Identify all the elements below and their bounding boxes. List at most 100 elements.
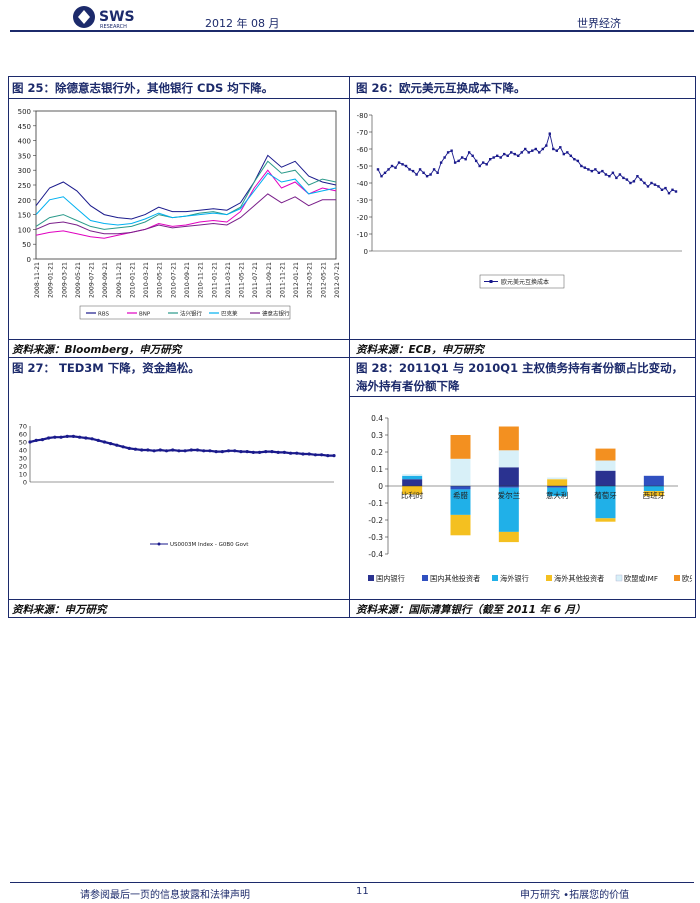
page-number: 11 [356, 886, 369, 897]
fig26-point [618, 173, 622, 176]
fig27-point [183, 449, 187, 453]
fig28-legend-label: 国内银行 [376, 574, 405, 583]
fig25-xtick-label: 2011-07-21 [252, 262, 259, 298]
fig25-legend-label: 巴克莱 [221, 310, 238, 318]
fig26-point [376, 168, 380, 171]
fig26-point [541, 147, 544, 151]
fig28-bar-segment [450, 489, 471, 515]
fig26-point [387, 168, 390, 171]
fig28-ytick-label: 0 [378, 482, 383, 491]
footer-disclaimer: 请参阅最后一页的信息披露和法律声明 [80, 890, 250, 901]
fig26-point [394, 166, 397, 169]
fig27-point [158, 448, 162, 452]
fig27-point [140, 448, 144, 452]
fig25-xtick-label: 2010-11-21 [198, 262, 205, 298]
fig28-category-label: 爱尔兰 [498, 490, 521, 500]
fig28-legend-swatch [615, 574, 623, 582]
fig26-point [646, 185, 650, 188]
fig26-point [552, 147, 555, 151]
fig25-xtick-label: 2012-07-21 [334, 262, 341, 298]
fig25-chart: 5004504003503002502001501005002008-11-21… [18, 108, 341, 320]
fig27-point [208, 449, 212, 453]
fig25-xtick-label: 2010-09-21 [184, 262, 191, 298]
fig26-point [625, 178, 629, 181]
fig26-point [506, 154, 509, 157]
fig26-legend-box [479, 274, 565, 289]
fig26-point [443, 156, 446, 159]
fig27-point [40, 438, 45, 442]
report-date: 2012 年 08 月 [205, 17, 280, 30]
fig25-xtick-label: 2011-11-21 [279, 262, 286, 298]
fig27-point [71, 434, 76, 438]
fig26-point [481, 161, 485, 164]
fig26-point [496, 154, 499, 157]
fig26-point [492, 156, 495, 159]
fig25-xtick-label: 2010-07-21 [170, 262, 177, 298]
source-rule-top [8, 339, 696, 340]
fig28-category-label: 西班牙 [643, 490, 666, 500]
fig26-legend-marker [489, 280, 493, 283]
fig27-point [257, 450, 262, 454]
source-rule-bottom [8, 599, 696, 600]
fig26-ytick-label: -70 [357, 129, 368, 137]
fig25-xtick-label: 2009-05-21 [75, 262, 82, 298]
fig26-point [667, 192, 671, 195]
fig28-legend-label: 海外其他投资者 [554, 574, 604, 583]
title-rule-mid [8, 357, 696, 358]
fig27-point [84, 436, 88, 440]
fig27-point [78, 435, 82, 439]
fig26-point [534, 147, 537, 151]
fig27-point [282, 450, 286, 454]
fig27-ytick-label: 70 [19, 423, 27, 431]
fig26-point [429, 173, 432, 176]
fig25-ytick-label: 150 [18, 212, 31, 220]
fig27-point [102, 440, 107, 444]
fig26-point [664, 186, 667, 190]
fig26-point [383, 171, 387, 174]
fig28-bar-segment [547, 477, 568, 480]
fig25-xtick-label: 2012-03-21 [307, 262, 314, 298]
fig27-point [47, 436, 51, 440]
fig26-point [545, 144, 548, 147]
fig27-point [301, 452, 305, 456]
footer-brand: 申万研究 •拓展您的价值 [520, 890, 630, 901]
fig27-point [233, 449, 237, 453]
fig26-point [446, 151, 450, 154]
fig27-ytick-label: 40 [19, 447, 27, 455]
fig27-point [115, 443, 119, 447]
fig26-point [422, 171, 425, 174]
fig25-series-line [35, 169, 337, 239]
fig27-title: 图 27： TED3M 下降，资金趋松。 [12, 361, 200, 375]
fig27-point [146, 448, 150, 452]
fig28-category-label: 希腊 [453, 490, 468, 500]
fig28-legend-label: 欧央行 [682, 574, 692, 583]
fig26-point [467, 151, 471, 154]
fig26-point [411, 169, 415, 173]
fig26-point [573, 158, 576, 161]
fig26-point [548, 132, 551, 135]
fig27-point [245, 450, 249, 454]
fig25-xtick-label: 2011-09-21 [266, 262, 273, 298]
fig28-bar-segment [643, 491, 664, 497]
fig27-point [171, 448, 175, 452]
fig26-point [439, 161, 443, 164]
fig26-series-line [377, 131, 677, 194]
fig26-point [425, 175, 429, 178]
fig25-ytick-label: 250 [18, 182, 31, 190]
fig28-ytick-label: 0.4 [371, 414, 383, 423]
fig26-point [636, 175, 639, 178]
fig27-point [34, 438, 38, 442]
fig25-xtick-label: 2010-03-21 [143, 262, 150, 298]
fig28-source: 资料来源：国际清算银行（截至 2011 年 6 月） [356, 604, 586, 616]
fig25-ytick-label: 50 [22, 241, 31, 249]
fig27-point [202, 449, 206, 453]
fig26-point [555, 149, 558, 152]
fig28-bar-segment [498, 467, 519, 486]
fig26-point [488, 158, 492, 161]
figure-grid [8, 76, 696, 618]
fig28-bar-segment [595, 486, 616, 519]
fig26-point [478, 164, 481, 168]
fig27-point [127, 446, 131, 450]
fig26-point [471, 154, 474, 157]
fig26-point [660, 188, 664, 191]
